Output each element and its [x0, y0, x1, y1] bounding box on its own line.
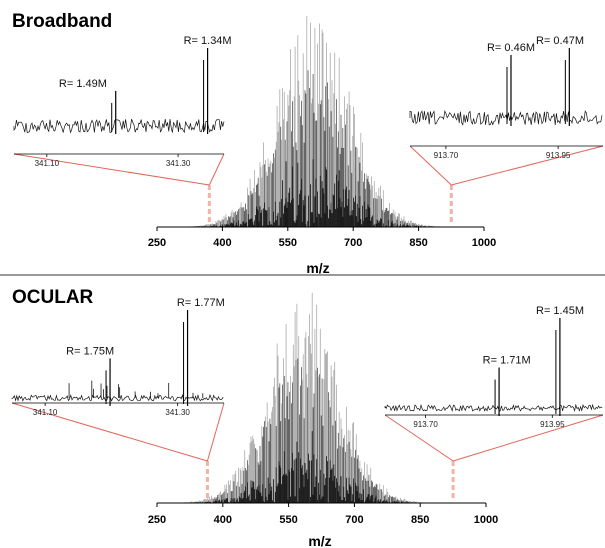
x-axis-label: m/z — [308, 533, 331, 548]
inset-noise-trace — [384, 403, 603, 413]
zoom-connectors — [13, 145, 604, 225]
resolution-label: R= 1.34M — [184, 35, 232, 47]
zoom-connector-line — [13, 153, 210, 186]
resolution-label: R= 1.45M — [536, 305, 584, 317]
resolution-label: R= 1.75M — [66, 345, 114, 357]
panel-title: Broadband — [12, 11, 112, 32]
zoom-connector-line — [384, 414, 454, 462]
inset-right: R= 1.71M R= 1.45M 913.70 913.95 — [384, 305, 603, 429]
zoom-connector-line — [451, 145, 604, 186]
inset-tick-label: 913.70 — [434, 151, 459, 160]
x-tick-label: 550 — [279, 237, 297, 249]
x-axis-label: m/z — [306, 260, 329, 276]
panel-title: OCULAR — [12, 287, 94, 308]
x-tick-label: 400 — [214, 514, 232, 526]
inset-tick-label: 341.30 — [166, 159, 191, 168]
inset-tick-label: 913.95 — [546, 151, 571, 160]
ocular-panel: OCULAR 250 400 550 700 850 1000 m/z R= 1.75MR… — [11, 287, 604, 548]
inset-left: R= 1.75M R= 1.77M 341.10 341.30 — [11, 297, 225, 417]
zoom-connector-line — [452, 414, 604, 462]
x-tick-label: 1000 — [474, 514, 498, 526]
resolution-label: R= 0.46M — [487, 42, 535, 54]
x-tick-label: 250 — [148, 237, 166, 249]
zoom-connector-line — [409, 145, 452, 186]
x-tick-label: 850 — [409, 237, 427, 249]
resolution-label: R= 0.47M — [536, 35, 584, 47]
inset-left: R= 1.49M R= 1.34M 341.10 341.30 — [13, 35, 232, 168]
zoom-connector-line — [208, 153, 225, 186]
resolution-label: R= 1.71M — [483, 355, 531, 367]
x-tick-label: 700 — [344, 237, 362, 249]
inset-tick-label: 341.10 — [35, 159, 60, 168]
inset-tick-label: 341.10 — [33, 408, 58, 417]
x-tick-label: 250 — [148, 514, 166, 526]
x-tick-label: 1000 — [472, 237, 496, 249]
zoom-connector-line — [11, 402, 208, 462]
resolution-label: R= 1.49M — [59, 78, 107, 90]
zoom-connector-line — [206, 402, 225, 462]
resolution-label: R= 1.77M — [177, 297, 225, 309]
zoom-connectors — [11, 402, 604, 501]
x-tick-label: 850 — [411, 514, 429, 526]
x-tick-label: 700 — [345, 514, 363, 526]
x-tick-label: 550 — [279, 514, 297, 526]
inset-tick-label: 341.30 — [165, 408, 190, 417]
x-axis: 250 400 550 700 850 1000 — [148, 502, 498, 526]
inset-noise-trace — [13, 118, 225, 134]
inset-tick-label: 913.70 — [413, 420, 438, 429]
inset-tick-label: 913.95 — [540, 420, 565, 429]
broadband-panel: Broadband 250 400 550 700 850 1000 m/z R= 1.4… — [12, 11, 604, 276]
x-axis: 250 400 550 700 850 1000 — [148, 226, 496, 249]
x-tick-label: 400 — [213, 237, 231, 249]
